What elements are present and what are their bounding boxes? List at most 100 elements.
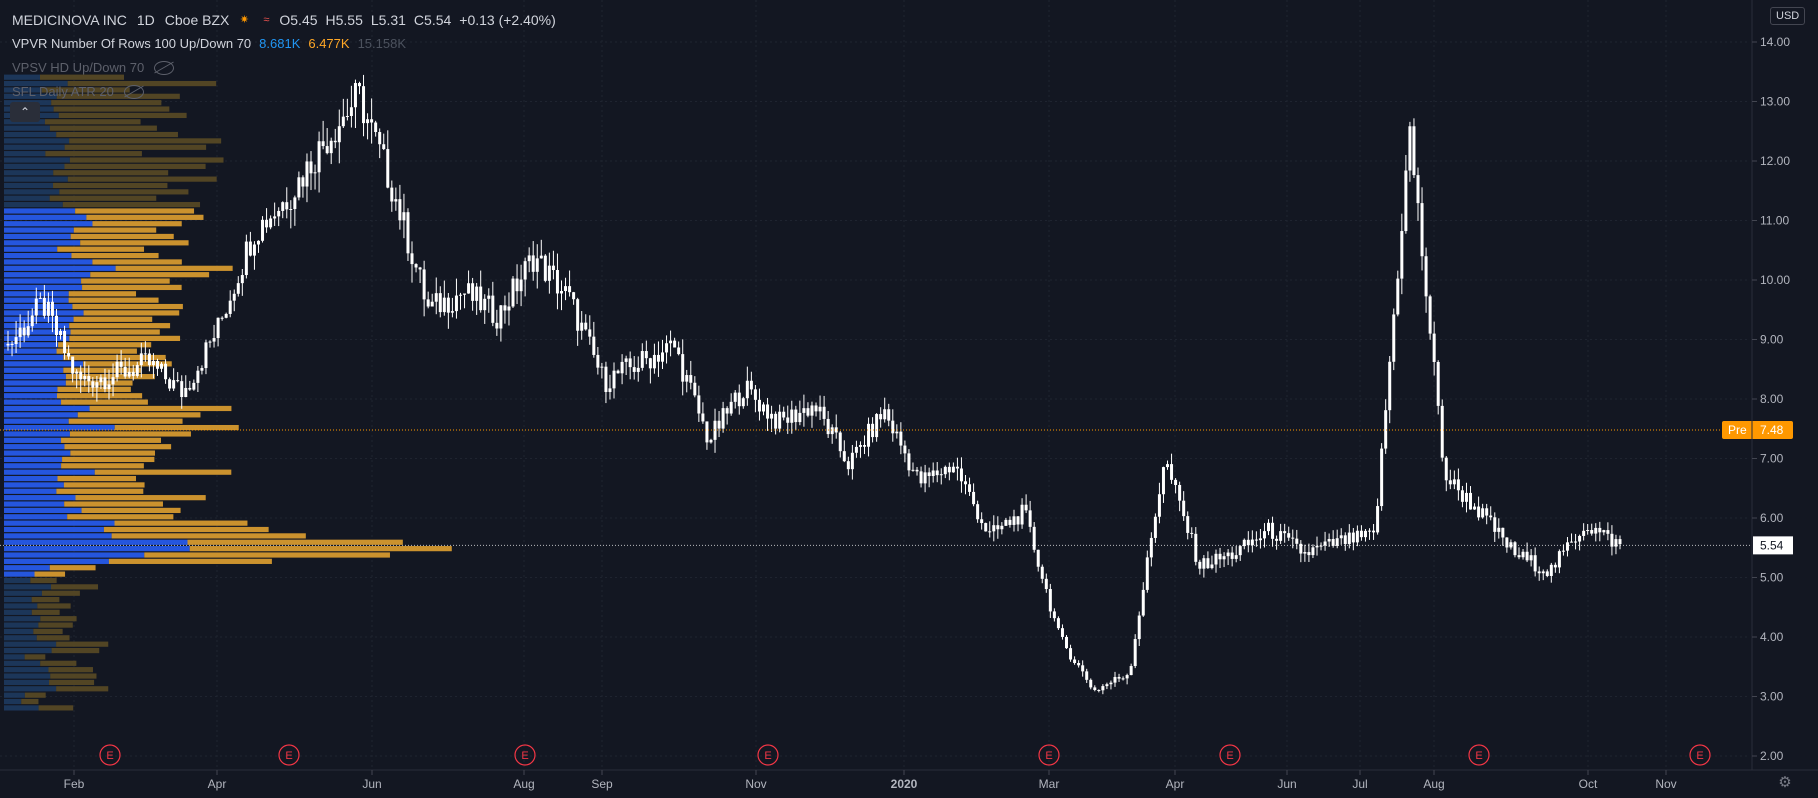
volume-bar-up bbox=[4, 660, 41, 666]
candle-body bbox=[212, 338, 216, 342]
volume-bar-up bbox=[4, 348, 57, 354]
candle-body bbox=[164, 363, 168, 380]
candle-body bbox=[1149, 537, 1153, 558]
candle-body bbox=[729, 401, 733, 414]
candle-body bbox=[749, 380, 753, 390]
volume-bar-down bbox=[64, 501, 163, 507]
atr-label[interactable]: SFL Daily ATR 20 bbox=[12, 84, 114, 99]
candle-body bbox=[604, 366, 608, 392]
candle-body bbox=[1513, 542, 1517, 556]
candle-body bbox=[1339, 535, 1343, 539]
volume-bar-down bbox=[70, 450, 155, 456]
candle-body bbox=[1412, 126, 1416, 176]
earnings-marker[interactable] bbox=[757, 744, 779, 766]
currency-button[interactable]: USD bbox=[1770, 7, 1806, 25]
volume-bar-up bbox=[4, 456, 63, 463]
candle-body bbox=[1610, 533, 1614, 547]
candle-body bbox=[1073, 659, 1077, 663]
time-tick-label: 2020 bbox=[891, 777, 918, 791]
volume-bar-down bbox=[58, 112, 187, 119]
vpvr-row[interactable]: VPVR Number Of Rows 100 Up/Down 70 8.681… bbox=[12, 32, 564, 56]
earnings-marker[interactable] bbox=[99, 744, 121, 766]
volume-bar-up bbox=[4, 526, 104, 533]
volume-bar-up bbox=[4, 303, 73, 310]
volume-bar-down bbox=[67, 176, 217, 182]
candle-body bbox=[766, 404, 770, 419]
earnings-marker[interactable] bbox=[514, 744, 536, 766]
vpsv-row[interactable]: VPSV HD Up/Down 70 bbox=[12, 56, 564, 80]
candle-body bbox=[1279, 531, 1283, 541]
candle-body bbox=[1008, 519, 1012, 525]
atr-row[interactable]: SFL Daily ATR 20 bbox=[12, 80, 564, 104]
candle-body bbox=[846, 461, 850, 470]
volume-bar-down bbox=[40, 660, 77, 666]
candle-body bbox=[588, 329, 592, 337]
earnings-marker[interactable] bbox=[1038, 744, 1060, 766]
volume-bar-down bbox=[53, 170, 169, 176]
earnings-marker[interactable] bbox=[1468, 744, 1490, 766]
symbol-name[interactable]: MEDICINOVA INC bbox=[12, 12, 127, 28]
hidden-eye-icon[interactable] bbox=[123, 85, 144, 99]
candle-body bbox=[1157, 494, 1161, 517]
candle-body bbox=[572, 292, 576, 300]
candle-body bbox=[624, 358, 628, 362]
volume-bar-up bbox=[4, 144, 65, 150]
candle-body bbox=[208, 341, 212, 343]
candle-body bbox=[1145, 557, 1149, 590]
candle-body bbox=[1590, 530, 1594, 534]
candle-body bbox=[1376, 506, 1380, 533]
candle-body bbox=[1113, 676, 1117, 683]
candle-body bbox=[1262, 531, 1266, 539]
candle-body bbox=[1335, 538, 1339, 546]
candle-body bbox=[151, 360, 155, 366]
candle-body bbox=[1521, 551, 1525, 558]
candle-body bbox=[1182, 500, 1186, 517]
candle-body bbox=[1416, 175, 1420, 204]
candle-body bbox=[1000, 525, 1004, 530]
collapse-legend-button[interactable]: ⌃ bbox=[10, 102, 40, 122]
vpsv-label[interactable]: VPSV HD Up/Down 70 bbox=[12, 60, 145, 75]
settings-gear-icon[interactable]: ⚙ bbox=[1778, 774, 1792, 791]
volume-bar-up bbox=[4, 565, 50, 571]
volume-bar-up bbox=[4, 698, 22, 705]
earnings-marker[interactable] bbox=[278, 744, 300, 766]
hidden-eye-icon[interactable] bbox=[154, 61, 175, 75]
candle-body bbox=[1012, 516, 1016, 525]
candle-body bbox=[1214, 553, 1218, 565]
candle-body bbox=[1218, 553, 1222, 560]
candle-body bbox=[850, 452, 854, 470]
legend-main-row[interactable]: MEDICINOVA INC 1D Cboe BZX ✷ ≈ O5.45 H5.5… bbox=[12, 8, 564, 32]
vpvr-label[interactable]: VPVR Number Of Rows 100 Up/Down 70 bbox=[12, 36, 252, 51]
volume-bar-up bbox=[4, 233, 71, 240]
candle-body bbox=[1307, 552, 1311, 556]
volume-bar-down bbox=[51, 584, 99, 590]
volume-bar-up bbox=[4, 475, 58, 482]
candle-body bbox=[240, 275, 244, 284]
candle-body bbox=[1125, 675, 1129, 679]
candle-body bbox=[786, 417, 790, 423]
candle-body bbox=[778, 411, 782, 429]
candle-body bbox=[1246, 539, 1250, 546]
interval-label[interactable]: 1D bbox=[136, 12, 155, 28]
candle-body bbox=[1602, 530, 1606, 533]
volume-bar-down bbox=[59, 189, 189, 195]
candle-body bbox=[1166, 464, 1170, 468]
candle-body bbox=[265, 219, 269, 228]
candle-body bbox=[543, 255, 547, 281]
candle-body bbox=[26, 326, 30, 336]
candle-body bbox=[285, 202, 289, 210]
volume-profile bbox=[4, 74, 452, 711]
volume-bar-down bbox=[44, 119, 141, 125]
candle-body bbox=[1287, 533, 1291, 538]
volume-bar-down bbox=[34, 571, 66, 577]
chart-legend: MEDICINOVA INC 1D Cboe BZX ✷ ≈ O5.45 H5.5… bbox=[12, 8, 564, 104]
candle-body bbox=[1347, 532, 1351, 544]
candle-body bbox=[1557, 551, 1561, 568]
earnings-marker[interactable] bbox=[1219, 744, 1241, 766]
volume-bar-up bbox=[4, 323, 70, 329]
earnings-marker[interactable] bbox=[1689, 744, 1711, 766]
time-tick-label: Oct bbox=[1579, 777, 1598, 791]
